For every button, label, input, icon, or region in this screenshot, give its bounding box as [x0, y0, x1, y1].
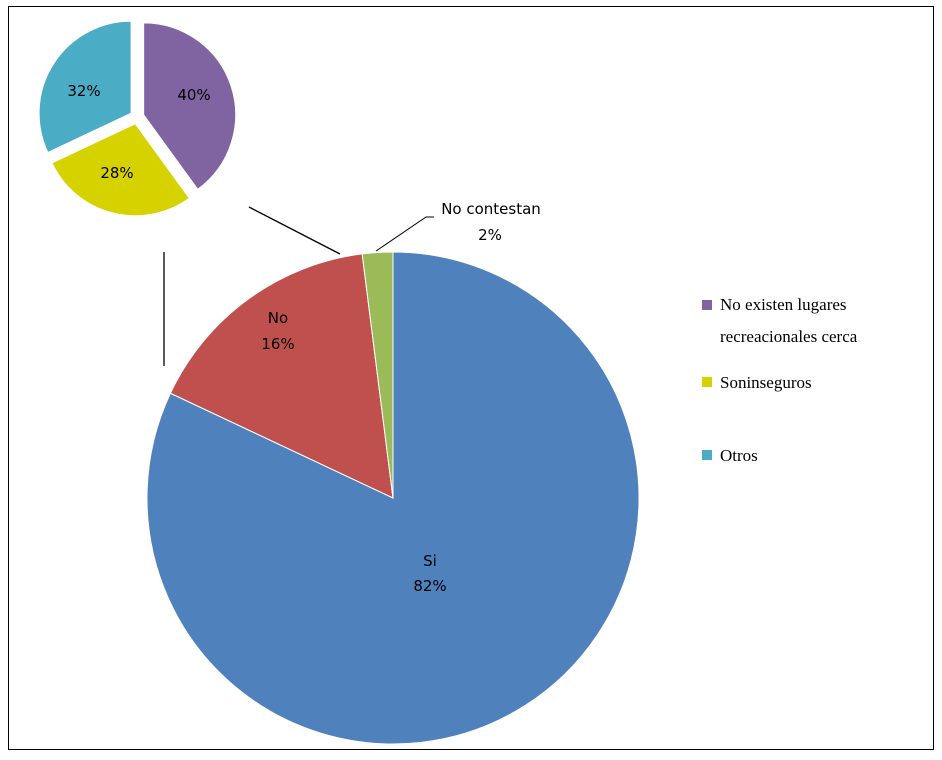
legend-swatch-no-existen	[702, 300, 712, 310]
legend-swatch-otros	[702, 450, 712, 460]
connector-line-upper	[248, 206, 341, 255]
slice-value-no: 16%	[261, 335, 294, 353]
legend-swatch-son-inseguros	[702, 377, 712, 387]
legend-label-otros: Otros	[720, 446, 758, 465]
slice-label-no: No	[268, 309, 288, 327]
slice-value-no-contestan: 2%	[478, 226, 502, 244]
slice-label-no-contestan: No contestan	[441, 200, 541, 218]
sub-slice-value-son-inseguros: 28%	[100, 164, 133, 182]
legend-label-no-existen-line2: recreacionales cerca	[720, 327, 858, 346]
slice-value-si: 82%	[413, 577, 446, 595]
sub-slice-no-existen-lugares-recreacionales-cerca	[143, 22, 237, 190]
legend-item-otros: Otros	[702, 446, 758, 465]
legend-item-no-existen: No existen lugares recreacionales cerca	[702, 295, 858, 346]
secondary-pie	[38, 20, 237, 217]
main-slice-no	[169, 253, 394, 499]
legend-label-son-inseguros: Soninseguros	[720, 373, 812, 392]
main-pie	[146, 251, 640, 745]
legend: No existen lugares recreacionales cerca …	[702, 295, 858, 465]
sub-slice-son-inseguros	[51, 123, 191, 217]
legend-label-no-existen-line1: No existen lugares	[720, 295, 847, 314]
sub-slice-value-no-existen: 40%	[177, 86, 210, 104]
no-contestan-leader-line	[375, 216, 434, 252]
sub-slice-otros	[38, 20, 132, 154]
sub-slice-value-otros: 32%	[67, 82, 100, 100]
legend-item-son-inseguros: Soninseguros	[702, 373, 812, 392]
slice-label-si: Si	[423, 552, 437, 570]
main-slice-no-contestan	[361, 251, 394, 499]
